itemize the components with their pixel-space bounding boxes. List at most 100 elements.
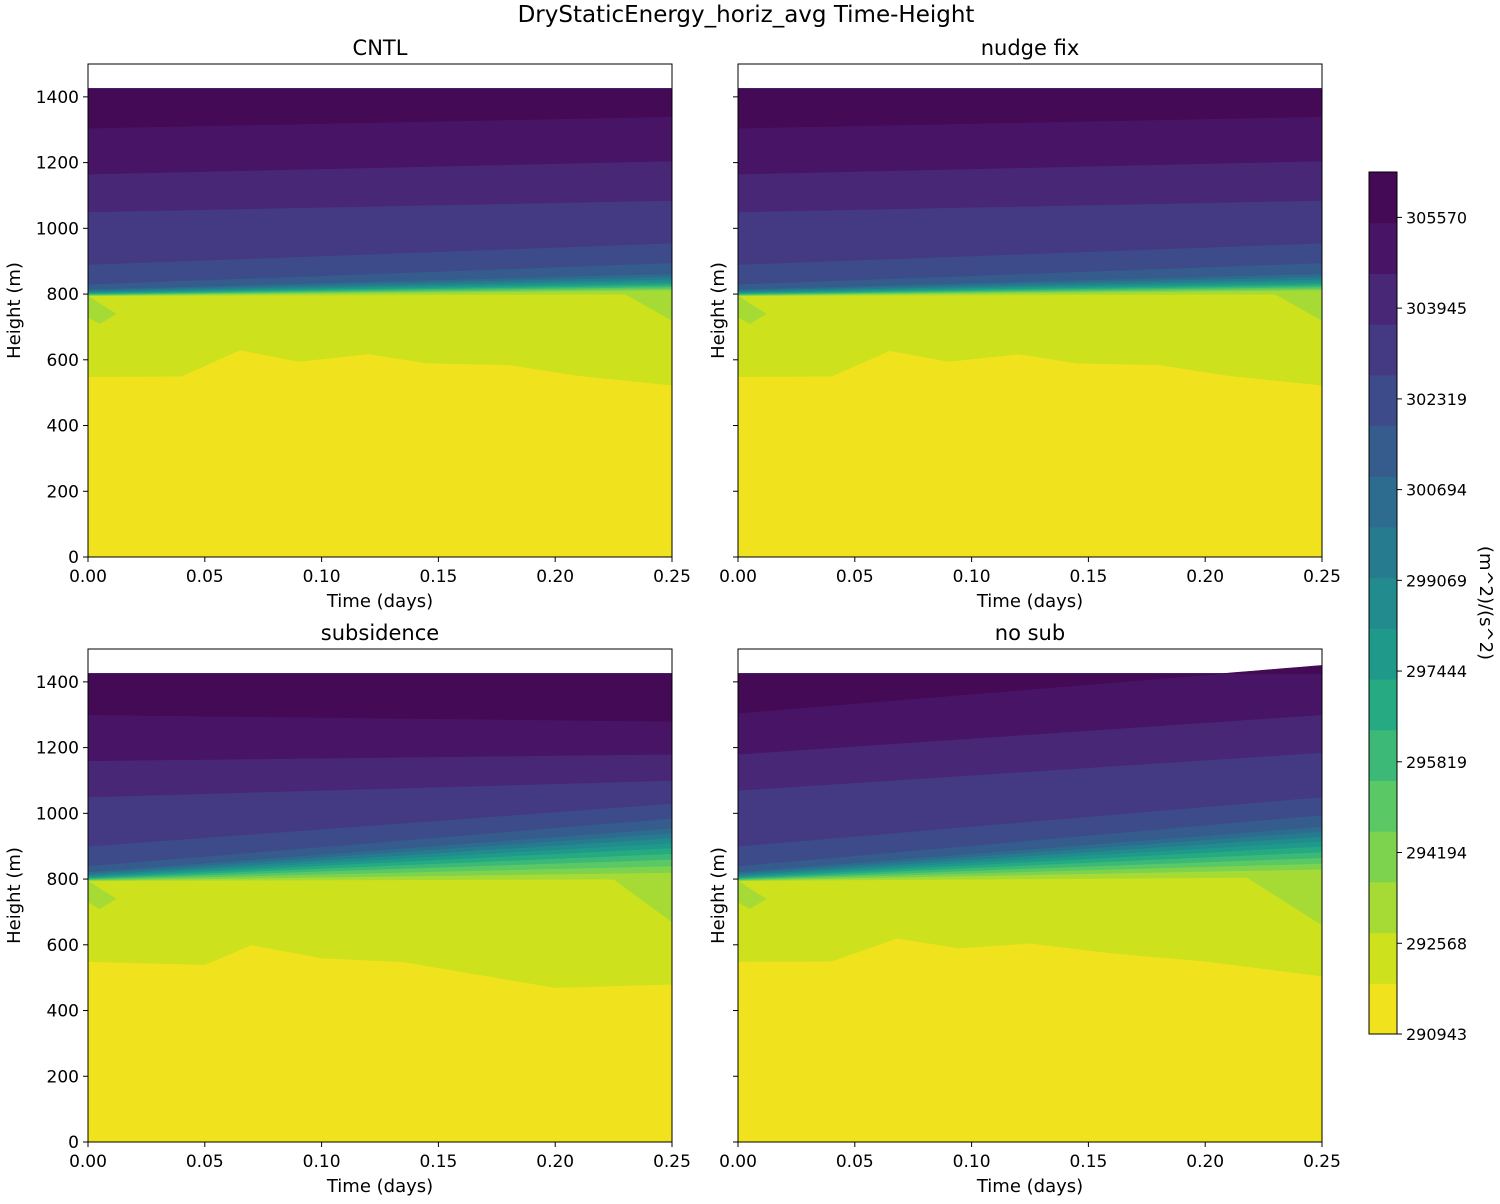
panel-cntl: CNTL 0.00 0.05 0.10 0.15 0.20 0.25 Time (days) 0… <box>4 36 691 612</box>
colorbar-frame <box>1368 171 1398 1035</box>
colorbar-segment <box>1369 222 1397 274</box>
x-tick-label: 0.10 <box>953 567 991 587</box>
x-axis-label: Time (days) <box>976 591 1083 612</box>
contour-fill <box>738 665 1322 1142</box>
contour-fill <box>88 88 672 557</box>
x-tick-label: 0.10 <box>953 1152 991 1172</box>
colorbar-segment <box>1369 374 1397 427</box>
y-tick-label: 1200 <box>36 739 79 759</box>
y-tick-label: 800 <box>47 870 79 890</box>
panel-title: CNTL <box>353 36 408 60</box>
colorbar-segment <box>1369 729 1397 781</box>
x-tick-label: 0.15 <box>1069 1152 1107 1172</box>
y-tick-label: 1400 <box>36 673 79 693</box>
y-axis-label: Height (m) <box>4 262 25 359</box>
x-tick-label: 0.15 <box>419 567 457 587</box>
colorbar-segment <box>1369 324 1397 376</box>
x-axis-label: Time (days) <box>326 1176 433 1197</box>
y-tick-label: 600 <box>47 351 79 371</box>
y-tick-label: 600 <box>47 936 79 956</box>
figure-title: DryStaticEnergy_horiz_avg Time-Height <box>518 2 975 28</box>
contour-band-16 <box>738 88 1322 129</box>
contour-band-16 <box>88 673 672 722</box>
y-tick-label: 1200 <box>36 154 79 174</box>
panel-nudge-fix: nudge fix 0.00 0.05 0.10 0.15 0.20 0.25 Time (d… <box>708 36 1341 612</box>
colorbar-tick-label: 290943 <box>1406 1025 1467 1044</box>
axes-frame <box>737 63 1323 558</box>
panels: CNTL 0.00 0.05 0.10 0.15 0.20 0.25 Time (days) 0… <box>4 36 1341 1197</box>
y-tick-label: 800 <box>47 285 79 305</box>
colorbar-tick-label: 299069 <box>1406 571 1467 590</box>
x-tick-label: 0.00 <box>69 567 107 587</box>
x-tick-label: 0.05 <box>836 567 874 587</box>
y-axis-label: Height (m) <box>708 847 729 944</box>
contour-band-16 <box>738 665 1322 714</box>
panel-subsidence: subsidence 0.00 0.05 0.10 0.15 0.20 0.25 Time (… <box>4 621 691 1197</box>
y-tick-label: 0 <box>68 548 79 568</box>
x-tick-label: 0.20 <box>1186 1152 1224 1172</box>
panel-title: no sub <box>995 621 1065 645</box>
x-tick-label: 0.15 <box>419 1152 457 1172</box>
panel-no-sub: no sub 0.00 0.05 0.10 0.15 0.20 0.25 Time (days… <box>708 621 1341 1197</box>
y-tick-label: 0 <box>68 1133 79 1153</box>
x-tick-label: 0.05 <box>836 1152 874 1172</box>
x-tick-label: 0.00 <box>719 567 757 587</box>
panel-title: nudge fix <box>981 36 1080 60</box>
y-tick-label: 400 <box>47 417 79 437</box>
x-tick-label: 0.20 <box>536 1152 574 1172</box>
colorbar-segment <box>1369 577 1397 629</box>
colorbar-segment <box>1369 679 1397 731</box>
colorbar-segment <box>1369 780 1397 832</box>
y-tick-label: 200 <box>47 482 79 502</box>
y-axis-label: Height (m) <box>708 262 729 359</box>
x-tick-label: 0.25 <box>1303 1152 1341 1172</box>
x-tick-label: 0.20 <box>1186 567 1224 587</box>
x-tick-label: 0.20 <box>536 567 574 587</box>
colorbar-segment <box>1369 881 1397 934</box>
colorbar-tick-label: 305570 <box>1406 208 1467 227</box>
y-axis-label: Height (m) <box>4 847 25 944</box>
x-axis-label: Time (days) <box>326 591 433 612</box>
x-tick-label: 0.25 <box>653 567 691 587</box>
contour-fill <box>88 673 672 1142</box>
y-tick-label: 200 <box>47 1067 79 1087</box>
x-tick-label: 0.25 <box>653 1152 691 1172</box>
x-tick-label: 0.05 <box>186 567 224 587</box>
colorbar-tick-label: 300694 <box>1406 481 1467 500</box>
x-tick-label: 0.00 <box>69 1152 107 1172</box>
colorbar-segment <box>1369 983 1397 1035</box>
colorbar: 290943 292568 294194 295819 297444 299069 3006… <box>1368 171 1496 1044</box>
colorbar-segment <box>1369 172 1397 224</box>
panel-title: subsidence <box>321 621 439 645</box>
colorbar-segment <box>1369 425 1397 477</box>
axes-frame <box>87 63 673 558</box>
contour-band-16 <box>88 88 672 129</box>
colorbar-segment <box>1369 932 1397 984</box>
x-tick-label: 0.00 <box>719 1152 757 1172</box>
x-tick-label: 0.10 <box>303 567 341 587</box>
colorbar-tick-label: 295819 <box>1406 753 1467 772</box>
colorbar-segment <box>1369 628 1397 680</box>
contour-fill <box>738 88 1322 557</box>
colorbar-label: (m^2)/(s^2) <box>1475 546 1496 660</box>
axes-frame <box>737 648 1323 1143</box>
colorbar-tick-label: 294194 <box>1406 843 1467 862</box>
colorbar-segment <box>1369 526 1397 579</box>
y-tick-label: 400 <box>47 1002 79 1022</box>
colorbar-segment <box>1369 831 1397 883</box>
y-tick-label: 1400 <box>36 88 79 108</box>
colorbar-segment <box>1369 476 1397 528</box>
colorbar-tick-label: 297444 <box>1406 662 1467 681</box>
colorbar-segment <box>1369 273 1397 325</box>
x-tick-label: 0.10 <box>303 1152 341 1172</box>
x-tick-label: 0.05 <box>186 1152 224 1172</box>
x-tick-label: 0.15 <box>1069 567 1107 587</box>
y-tick-label: 1000 <box>36 804 79 824</box>
colorbar-tick-label: 292568 <box>1406 934 1467 953</box>
x-axis-label: Time (days) <box>976 1176 1083 1197</box>
colorbar-tick-label: 302319 <box>1406 390 1467 409</box>
x-tick-label: 0.25 <box>1303 567 1341 587</box>
y-tick-label: 1000 <box>36 219 79 239</box>
colorbar-tick-label: 303945 <box>1406 299 1467 318</box>
